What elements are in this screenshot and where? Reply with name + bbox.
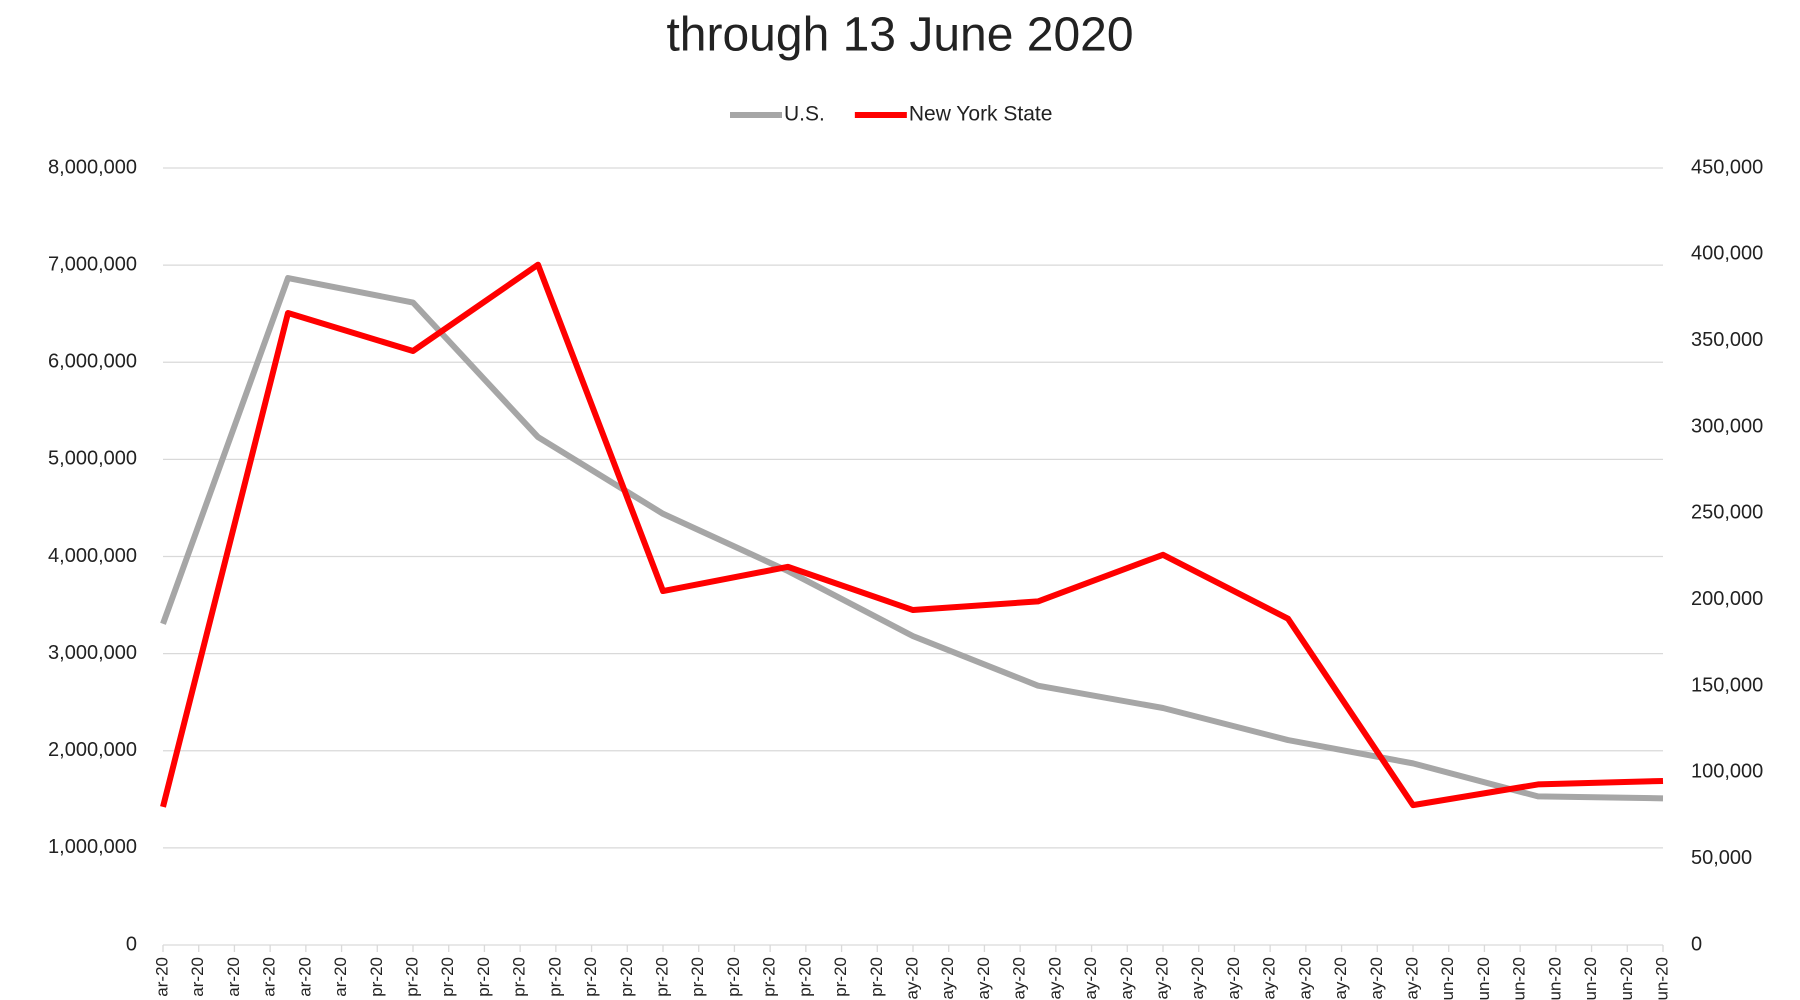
x-tick-label: un-20 bbox=[1581, 957, 1600, 1000]
y2-tick-label: 150,000 bbox=[1691, 674, 1763, 696]
chart-title: through 13 June 2020 bbox=[666, 9, 1133, 62]
x-tick-label: ay-20 bbox=[1010, 957, 1029, 1000]
x-tick-label: ar-20 bbox=[260, 957, 279, 997]
y-tick-label: 1,000,000 bbox=[48, 836, 137, 858]
y2-tick-label: 50,000 bbox=[1691, 847, 1752, 869]
x-tick-label: pr-20 bbox=[867, 957, 886, 997]
x-tick-label: pr-20 bbox=[652, 957, 671, 997]
y2-tick-label: 300,000 bbox=[1691, 415, 1763, 437]
series-line bbox=[160, 275, 1664, 802]
x-tick-label: ay-20 bbox=[1402, 957, 1421, 1000]
x-tick-label: pr-20 bbox=[510, 957, 529, 997]
x-tick-label: ay-20 bbox=[1188, 957, 1207, 1000]
x-tick-label: ay-20 bbox=[1331, 957, 1350, 1000]
y-tick-label: 5,000,000 bbox=[48, 448, 137, 470]
x-tick-label: pr-20 bbox=[402, 957, 421, 997]
y2-tick-label: 200,000 bbox=[1691, 588, 1763, 610]
legend-label: U.S. bbox=[784, 103, 825, 126]
y-tick-label: 2,000,000 bbox=[48, 739, 137, 761]
x-tick-label: ay-20 bbox=[1152, 957, 1171, 1000]
x-tick-label: pr-20 bbox=[545, 957, 564, 997]
x-tick-label: pr-20 bbox=[760, 957, 779, 997]
x-tick-label: pr-20 bbox=[724, 957, 743, 997]
x-tick-label: ar-20 bbox=[224, 957, 243, 997]
x-tick-label: ay-20 bbox=[1117, 957, 1136, 1000]
x-tick-label: un-20 bbox=[1438, 957, 1457, 1000]
x-tick-label: ay-20 bbox=[1367, 957, 1386, 1000]
y2-tick-label: 250,000 bbox=[1691, 502, 1763, 524]
y2-tick-label: 350,000 bbox=[1691, 329, 1763, 351]
x-tick-label: un-20 bbox=[1617, 957, 1636, 1000]
legend-label: New York State bbox=[909, 103, 1053, 126]
x-tick-label: ay-20 bbox=[1081, 957, 1100, 1000]
y-tick-label: 8,000,000 bbox=[48, 156, 137, 178]
x-tick-label: pr-20 bbox=[688, 957, 707, 997]
x-tick-label: ar-20 bbox=[295, 957, 314, 997]
x-tick-label: pr-20 bbox=[438, 957, 457, 997]
x-tick-label: pr-20 bbox=[831, 957, 850, 997]
y2-tick-label: 450,000 bbox=[1691, 156, 1763, 178]
x-tick-label: ay-20 bbox=[974, 957, 993, 1000]
x-tick-label: un-20 bbox=[1510, 957, 1529, 1000]
x-tick-label: ar-20 bbox=[188, 957, 207, 997]
y-tick-label: 3,000,000 bbox=[48, 642, 137, 664]
x-tick-label: ar-20 bbox=[331, 957, 350, 997]
y2-tick-label: 100,000 bbox=[1691, 761, 1763, 783]
x-tick-label: pr-20 bbox=[367, 957, 386, 997]
x-tick-label: ay-20 bbox=[902, 957, 921, 1000]
x-tick-label: pr-20 bbox=[617, 957, 636, 997]
x-tick-label: pr-20 bbox=[581, 957, 600, 997]
y2-tick-label: 400,000 bbox=[1691, 243, 1763, 265]
x-tick-label: ay-20 bbox=[1224, 957, 1243, 1000]
x-tick-label: pr-20 bbox=[795, 957, 814, 997]
x-tick-label: ar-20 bbox=[152, 957, 171, 997]
x-tick-label: ay-20 bbox=[938, 957, 957, 1000]
y-tick-label: 4,000,000 bbox=[48, 545, 137, 567]
x-tick-label: un-20 bbox=[1545, 957, 1564, 1000]
x-tick-label: un-20 bbox=[1652, 957, 1671, 1000]
x-tick-label: un-20 bbox=[1474, 957, 1493, 1000]
x-tick-label: ay-20 bbox=[1260, 957, 1279, 1000]
y-tick-label: 7,000,000 bbox=[48, 253, 137, 275]
y-tick-label: 6,000,000 bbox=[48, 351, 137, 373]
x-tick-label: pr-20 bbox=[474, 957, 493, 997]
y2-tick-label: 0 bbox=[1691, 933, 1702, 955]
x-tick-label: ay-20 bbox=[1295, 957, 1314, 1000]
series-line bbox=[160, 261, 1664, 809]
y-tick-label: 0 bbox=[126, 933, 137, 955]
x-tick-label: ay-20 bbox=[1045, 957, 1064, 1000]
